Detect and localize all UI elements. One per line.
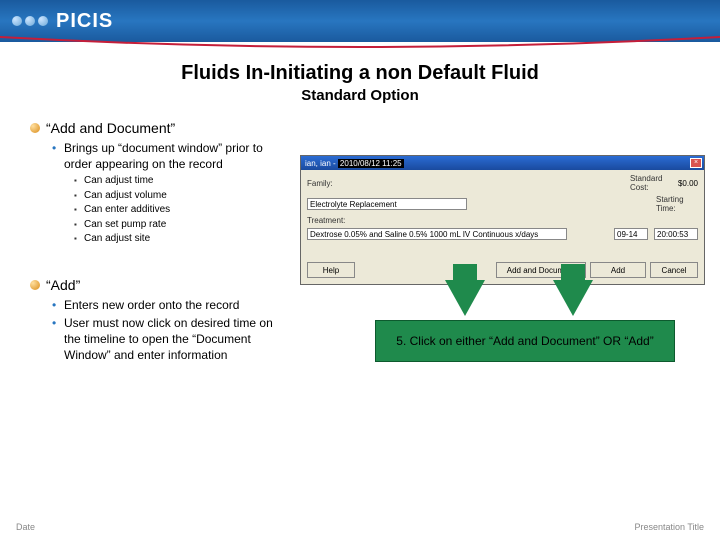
- treatment-value: Dextrose 0.05% and Saline 0.5% 1000 mL I…: [310, 230, 538, 239]
- list-item: Enters new order onto the record: [52, 297, 292, 313]
- bullet-orb-icon: [30, 123, 40, 133]
- logo-dots: [12, 16, 48, 26]
- logo-dot: [25, 16, 35, 26]
- list-item: Brings up “document window” prior to ord…: [52, 140, 292, 172]
- list-item: Can set pump rate: [74, 218, 294, 233]
- arrow-down-icon: [553, 280, 593, 316]
- cost-label: Standard Cost:: [630, 174, 672, 192]
- treatment-field[interactable]: Dextrose 0.05% and Saline 0.5% 1000 mL I…: [307, 228, 567, 240]
- section1-title: “Add and Document”: [46, 120, 175, 136]
- window-titlebar: ian, ian - 2010/08/12 11:25 ×: [301, 156, 704, 170]
- section1-head: “Add and Document”: [30, 120, 690, 136]
- family-field[interactable]: Electrolyte Replacement: [307, 198, 467, 210]
- family-label: Family:: [307, 179, 349, 188]
- logo-dot: [38, 16, 48, 26]
- cancel-button[interactable]: Cancel: [650, 262, 698, 278]
- slide-title: Fluids In-Initiating a non Default Fluid: [0, 62, 720, 85]
- cost-value: $0.00: [678, 179, 698, 188]
- section1-sub-bullets: Can adjust time Can adjust volume Can en…: [74, 174, 294, 247]
- date-field[interactable]: 09-14: [614, 228, 648, 240]
- time-field[interactable]: 20:00:53: [654, 228, 698, 240]
- close-icon[interactable]: ×: [690, 158, 702, 168]
- add-button[interactable]: Add: [590, 262, 646, 278]
- treatment-label: Treatment:: [307, 216, 349, 225]
- callout-step: 5. Click on either “Add and Document” OR…: [375, 320, 675, 362]
- footer-title: Presentation Title: [634, 522, 704, 532]
- bullet-orb-icon: [30, 280, 40, 290]
- list-item: Can adjust volume: [74, 189, 294, 204]
- list-item: Can adjust time: [74, 174, 294, 189]
- arrow-down-icon: [445, 280, 485, 316]
- list-item: User must now click on desired time on t…: [52, 315, 292, 364]
- list-item: Can enter additives: [74, 203, 294, 218]
- footer-date: Date: [16, 522, 35, 532]
- list-item: Can adjust site: [74, 232, 294, 247]
- section2-bullets: Enters new order onto the record User mu…: [52, 297, 292, 364]
- window-buttons: Help Add and Document Add Cancel: [307, 262, 698, 278]
- starting-label: Starting Time:: [656, 195, 698, 213]
- window-title-name: ian, ian -: [305, 159, 336, 168]
- window-body: Family: Standard Cost: $0.00 Electrolyte…: [301, 170, 704, 247]
- window-title-date: 2010/08/12 11:25: [338, 159, 404, 168]
- section2-title: “Add”: [46, 277, 80, 293]
- section1-bullets: Brings up “document window” prior to ord…: [52, 140, 292, 172]
- logo-text: PICIS: [56, 10, 113, 33]
- embedded-window: ian, ian - 2010/08/12 11:25 × Family: St…: [300, 155, 705, 285]
- slide-subtitle: Standard Option: [0, 87, 720, 104]
- window-title: ian, ian - 2010/08/12 11:25: [305, 159, 404, 168]
- family-value: Electrolyte Replacement: [310, 200, 397, 209]
- logo-dot: [12, 16, 22, 26]
- banner-curve: [0, 36, 720, 48]
- help-button[interactable]: Help: [307, 262, 355, 278]
